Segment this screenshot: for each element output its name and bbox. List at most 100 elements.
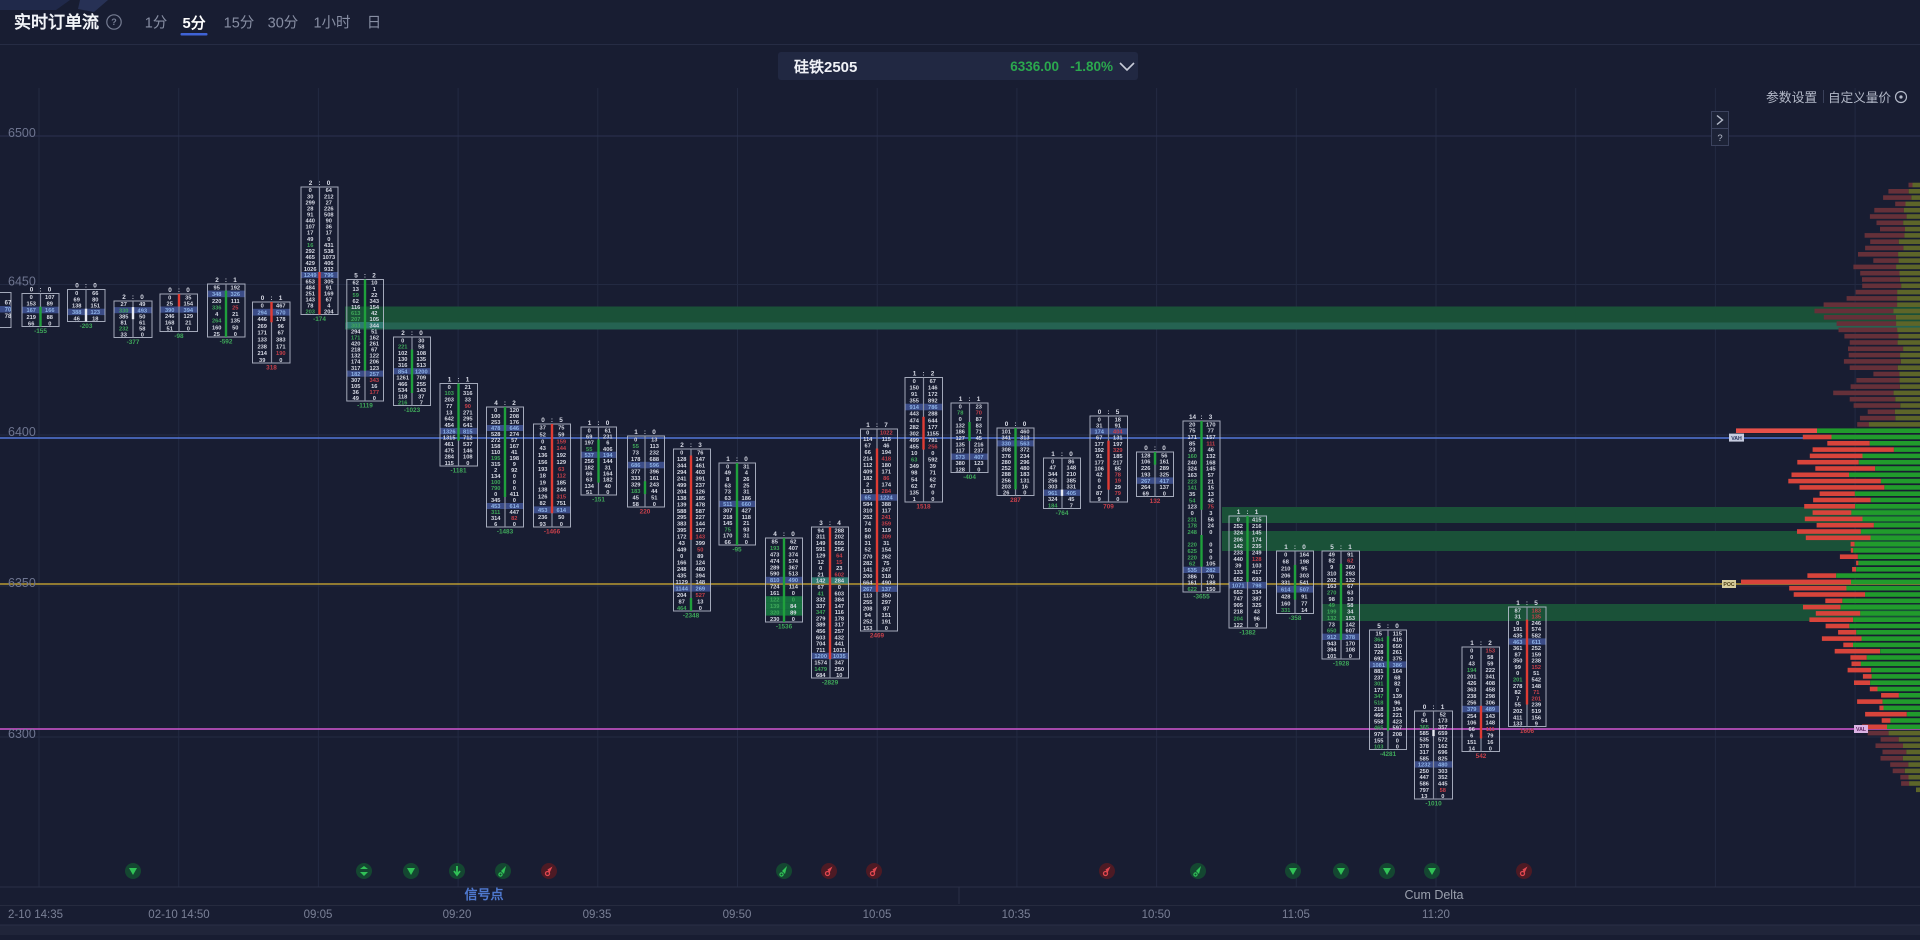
svg-text:84: 84: [790, 604, 797, 610]
svg-text:78: 78: [307, 304, 313, 310]
svg-text:363: 363: [1467, 688, 1477, 694]
svg-text:394: 394: [1327, 648, 1337, 654]
svg-text::: :: [876, 422, 878, 429]
svg-text:1315: 1315: [443, 436, 456, 442]
svg-text:127: 127: [955, 436, 965, 442]
svg-text:151: 151: [882, 613, 892, 619]
svg-text:9: 9: [1535, 722, 1538, 728]
svg-text:硅铁2505: 硅铁2505: [794, 58, 857, 76]
svg-text:296: 296: [1020, 460, 1030, 466]
svg-text:129: 129: [557, 460, 567, 466]
svg-text:184: 184: [1048, 504, 1058, 510]
svg-text:137: 137: [1160, 485, 1170, 491]
svg-text:653: 653: [305, 279, 315, 285]
svg-text:379: 379: [1467, 707, 1477, 713]
svg-text:164: 164: [1393, 669, 1403, 675]
svg-text:0: 0: [1051, 459, 1054, 465]
svg-text:693: 693: [1252, 577, 1262, 583]
svg-text:66: 66: [865, 450, 871, 456]
svg-text:143: 143: [696, 535, 706, 541]
svg-text:68: 68: [1394, 675, 1400, 681]
svg-text:71: 71: [976, 430, 982, 436]
svg-text:383: 383: [677, 522, 687, 528]
svg-text:403: 403: [696, 470, 706, 476]
svg-text:415: 415: [1252, 518, 1262, 524]
svg-text:267: 267: [863, 587, 873, 593]
svg-text:114: 114: [863, 437, 873, 443]
svg-text:535: 535: [1419, 738, 1429, 744]
svg-text:256: 256: [1001, 478, 1011, 484]
svg-text:138: 138: [677, 496, 687, 502]
svg-text:542: 542: [1476, 753, 1487, 760]
svg-text:216: 216: [398, 401, 408, 407]
svg-text:89: 89: [697, 554, 703, 560]
svg-text:0: 0: [466, 461, 469, 467]
svg-text:465: 465: [305, 255, 315, 261]
svg-text:303: 303: [1300, 574, 1310, 580]
svg-text::: :: [1432, 704, 1434, 711]
svg-text:289: 289: [1160, 466, 1170, 472]
svg-text:67: 67: [818, 585, 824, 591]
svg-text:597: 597: [1393, 726, 1403, 732]
svg-text:13: 13: [697, 600, 703, 606]
svg-text::: :: [1154, 445, 1156, 452]
svg-text:5: 5: [1377, 623, 1381, 630]
svg-text:80: 80: [92, 297, 98, 303]
svg-text:208: 208: [863, 606, 873, 612]
svg-text:625: 625: [1187, 549, 1197, 555]
svg-text:252: 252: [1532, 646, 1542, 652]
svg-text:1: 1: [233, 277, 237, 284]
svg-text:10: 10: [911, 451, 917, 457]
svg-text:791: 791: [928, 438, 938, 444]
svg-text:124: 124: [696, 561, 706, 567]
svg-text:-2829: -2829: [822, 680, 839, 687]
svg-text:17: 17: [326, 231, 332, 237]
svg-text:90: 90: [465, 404, 471, 410]
svg-text:69: 69: [1143, 492, 1149, 498]
svg-text:0: 0: [931, 497, 934, 503]
svg-text:55: 55: [633, 444, 639, 450]
svg-text:160: 160: [1187, 454, 1197, 460]
svg-text:信号点: 信号点: [464, 887, 503, 902]
svg-text:325: 325: [1252, 603, 1262, 609]
svg-text:118: 118: [398, 394, 407, 400]
svg-text:797: 797: [1419, 788, 1429, 794]
svg-text:0: 0: [401, 338, 404, 344]
svg-text:19: 19: [1115, 479, 1121, 485]
svg-text:75: 75: [725, 527, 731, 533]
svg-text:270: 270: [863, 554, 873, 560]
svg-text:170: 170: [1206, 422, 1216, 428]
svg-text:0: 0: [327, 237, 330, 243]
svg-text:563: 563: [1020, 442, 1030, 448]
svg-text:0: 0: [1396, 738, 1399, 744]
svg-text:416: 416: [1393, 638, 1403, 644]
svg-text:388: 388: [882, 502, 892, 508]
svg-text:499: 499: [677, 483, 687, 489]
svg-text::: :: [968, 396, 970, 403]
svg-text:201: 201: [1467, 675, 1477, 681]
svg-text:607: 607: [1346, 629, 1356, 635]
svg-text:603: 603: [816, 635, 826, 641]
svg-text:0: 0: [309, 188, 312, 194]
svg-text::: :: [1340, 544, 1342, 551]
svg-text:-1023: -1023: [404, 407, 421, 414]
svg-text:99: 99: [1515, 665, 1521, 671]
svg-text:35: 35: [1189, 492, 1195, 498]
svg-text:1232: 1232: [1418, 763, 1431, 769]
svg-text:09:20: 09:20: [443, 909, 472, 921]
svg-text:238: 238: [1532, 659, 1542, 665]
svg-text:79: 79: [1115, 491, 1121, 497]
svg-text:139: 139: [770, 604, 780, 610]
svg-text:13: 13: [353, 287, 359, 293]
svg-text:394: 394: [184, 308, 194, 314]
svg-text:0: 0: [30, 295, 33, 301]
svg-text:261: 261: [1393, 650, 1403, 656]
svg-text:192: 192: [231, 286, 241, 292]
svg-text:650: 650: [1393, 644, 1403, 650]
svg-text:294: 294: [257, 310, 267, 316]
svg-text:309: 309: [882, 535, 892, 541]
svg-text::: :: [270, 295, 272, 302]
svg-text:269: 269: [257, 324, 267, 330]
svg-text:318: 318: [882, 574, 892, 580]
svg-text:0: 0: [1255, 623, 1258, 629]
